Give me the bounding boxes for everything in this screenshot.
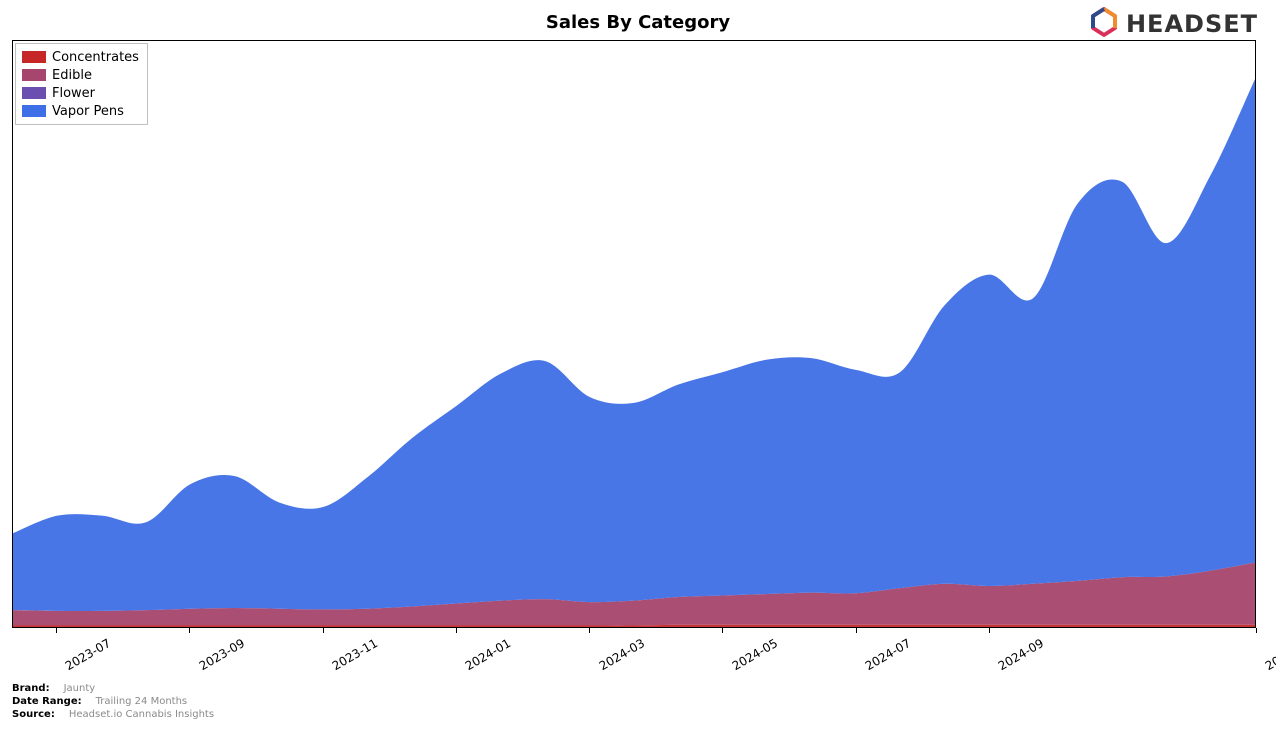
x-tick-mark (722, 628, 723, 633)
x-tick-label: 2024-01 (463, 636, 513, 673)
x-tick-mark (189, 628, 190, 633)
x-tick-label: 2023-09 (196, 636, 246, 673)
stacked-area-svg (13, 41, 1255, 627)
area-series-vapor-pens (13, 79, 1255, 611)
legend-label: Concentrates (52, 50, 139, 65)
chart-title: Sales By Category (0, 12, 1276, 33)
x-axis: 2023-07 2023-09 2023-11 2024-01 2024-03 2024-… (12, 628, 1256, 688)
x-tick-label: 2024-11 (1263, 636, 1276, 673)
footer-row: Brand: Jaunty (12, 682, 214, 695)
legend: Concentrates Edible Flower Vapor Pens (15, 43, 148, 125)
x-tick-mark (989, 628, 990, 633)
headset-icon (1088, 6, 1120, 42)
footer-label: Source: (12, 709, 55, 720)
x-tick-mark (1256, 628, 1257, 633)
x-tick-label: 2024-03 (596, 636, 646, 673)
chart-container: Sales By Category HEADSET Concentrates Ed… (0, 0, 1276, 743)
footer-value: Jaunty (64, 683, 96, 694)
x-tick-label: 2024-05 (730, 636, 780, 673)
footer-value: Headset.io Cannabis Insights (69, 709, 214, 720)
x-tick-mark (456, 628, 457, 633)
x-tick-label: 2024-07 (863, 636, 913, 673)
brand-logo-text: HEADSET (1126, 10, 1258, 38)
x-tick-mark (589, 628, 590, 633)
footer-label: Brand: (12, 683, 50, 694)
legend-label: Vapor Pens (52, 104, 124, 119)
footer-row: Source: Headset.io Cannabis Insights (12, 708, 214, 721)
plot-area (12, 40, 1256, 628)
legend-item-edible: Edible (22, 66, 139, 84)
chart-footer: Brand: Jaunty Date Range: Trailing 24 Month… (12, 682, 214, 721)
legend-item-flower: Flower (22, 84, 139, 102)
legend-swatch (22, 87, 46, 99)
legend-label: Flower (52, 86, 95, 101)
x-tick-mark (856, 628, 857, 633)
legend-swatch (22, 69, 46, 81)
footer-label: Date Range: (12, 696, 82, 707)
x-tick-mark (56, 628, 57, 633)
legend-item-vapor-pens: Vapor Pens (22, 102, 139, 120)
x-tick-label: 2023-07 (63, 636, 113, 673)
x-tick-label: 2024-09 (996, 636, 1046, 673)
legend-swatch (22, 51, 46, 63)
footer-row: Date Range: Trailing 24 Months (12, 695, 214, 708)
legend-label: Edible (52, 68, 92, 83)
brand-logo: HEADSET (1088, 6, 1258, 42)
x-tick-mark (323, 628, 324, 633)
x-tick-label: 2023-11 (330, 636, 380, 673)
footer-value: Trailing 24 Months (96, 696, 188, 707)
legend-item-concentrates: Concentrates (22, 48, 139, 66)
legend-swatch (22, 105, 46, 117)
